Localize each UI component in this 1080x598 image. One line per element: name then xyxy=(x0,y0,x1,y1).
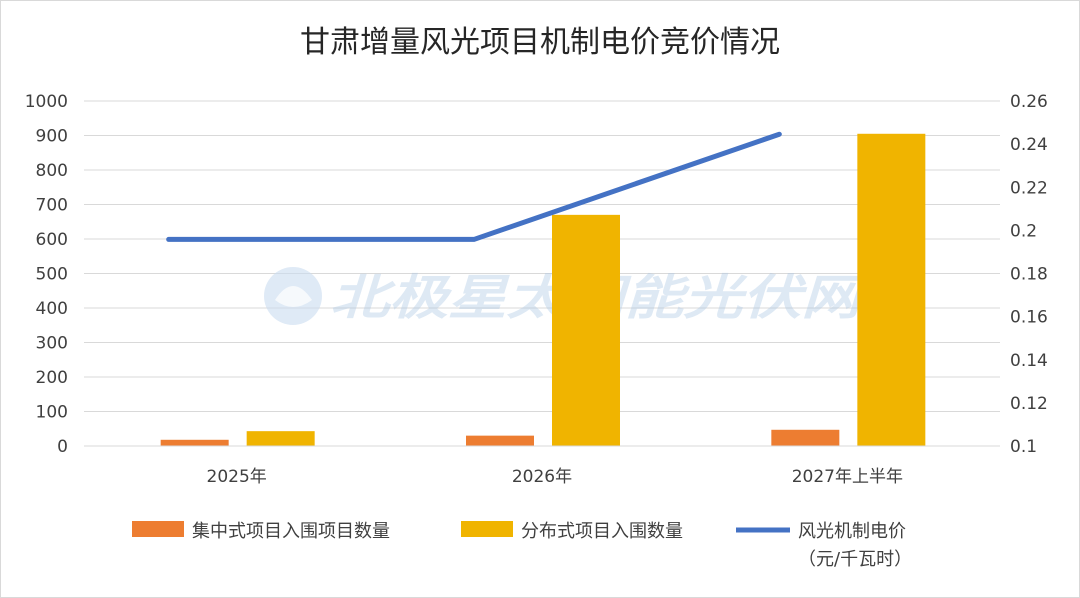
y-left-tick-label: 200 xyxy=(36,368,68,388)
x-tick-label: 2026年 xyxy=(512,467,572,487)
legend-item-distributed: 分布式项目入围数量 xyxy=(461,521,683,542)
x-tick-label: 2027年上半年 xyxy=(792,467,903,487)
chart-title: 甘肃增量风光项目机制电价竞价情况 xyxy=(300,25,780,60)
legend-swatch-centralized xyxy=(132,521,184,537)
x-axis: 2025年 2026年 2027年上半年 xyxy=(84,445,1000,487)
legend: 集中式项目入围项目数量 分布式项目入围数量 风光机制电价 （元/千瓦时） xyxy=(132,521,912,570)
y-left-tick-label: 500 xyxy=(36,265,68,285)
y-right-tick-label: 0.22 xyxy=(1010,178,1048,198)
watermark-logo-icon xyxy=(264,267,322,325)
legend-item-price: 风光机制电价 （元/千瓦时） xyxy=(736,521,912,570)
y-right-tick-label: 0.16 xyxy=(1010,308,1048,328)
line-series xyxy=(166,131,782,242)
legend-label-price: 风光机制电价 xyxy=(798,521,906,542)
price-line xyxy=(166,131,782,242)
y-left-tick-label: 900 xyxy=(36,127,68,147)
y-left-tick-label: 300 xyxy=(36,334,68,354)
y-right-tick-label: 0.18 xyxy=(1010,265,1048,285)
legend-label-centralized: 集中式项目入围项目数量 xyxy=(192,521,390,542)
y-right-tick-label: 0.12 xyxy=(1010,394,1048,414)
y-right-tick-label: 0.1 xyxy=(1010,437,1037,457)
bar-distributed-2 xyxy=(857,133,926,446)
y-left-tick-label: 1000 xyxy=(25,92,68,112)
y-right-tick-label: 0.24 xyxy=(1010,135,1048,155)
bar-distributed-1 xyxy=(552,214,620,446)
y-left-tick-label: 800 xyxy=(36,161,68,181)
bars xyxy=(160,133,926,446)
y-left-tick-label: 400 xyxy=(36,299,68,319)
x-tick-label: 2025年 xyxy=(207,467,267,487)
bar-centralized-1 xyxy=(466,435,534,446)
y-right-tick-label: 0.26 xyxy=(1010,92,1048,112)
y-left-tick-label: 600 xyxy=(36,230,68,250)
legend-label-distributed: 分布式项目入围数量 xyxy=(521,521,683,542)
y-axis-right: 0.1 0.12 0.14 0.16 0.18 0.2 0.22 0.24 0.26 xyxy=(1010,92,1048,457)
y-left-tick-label: 100 xyxy=(36,403,68,423)
y-right-tick-label: 0.2 xyxy=(1010,221,1037,241)
y-axis-left: 0 100 200 300 400 500 600 700 800 900 1000 xyxy=(25,92,68,457)
y-right-tick-label: 0.14 xyxy=(1010,351,1048,371)
bar-centralized-2 xyxy=(771,429,840,446)
y-left-tick-label: 0 xyxy=(57,437,68,457)
bar-distributed-0 xyxy=(246,431,315,446)
legend-item-centralized: 集中式项目入围项目数量 xyxy=(132,521,390,542)
legend-swatch-distributed xyxy=(461,521,513,537)
legend-label-price-unit: （元/千瓦时） xyxy=(798,549,912,570)
y-left-tick-label: 700 xyxy=(36,196,68,216)
bar-centralized-0 xyxy=(160,439,229,446)
